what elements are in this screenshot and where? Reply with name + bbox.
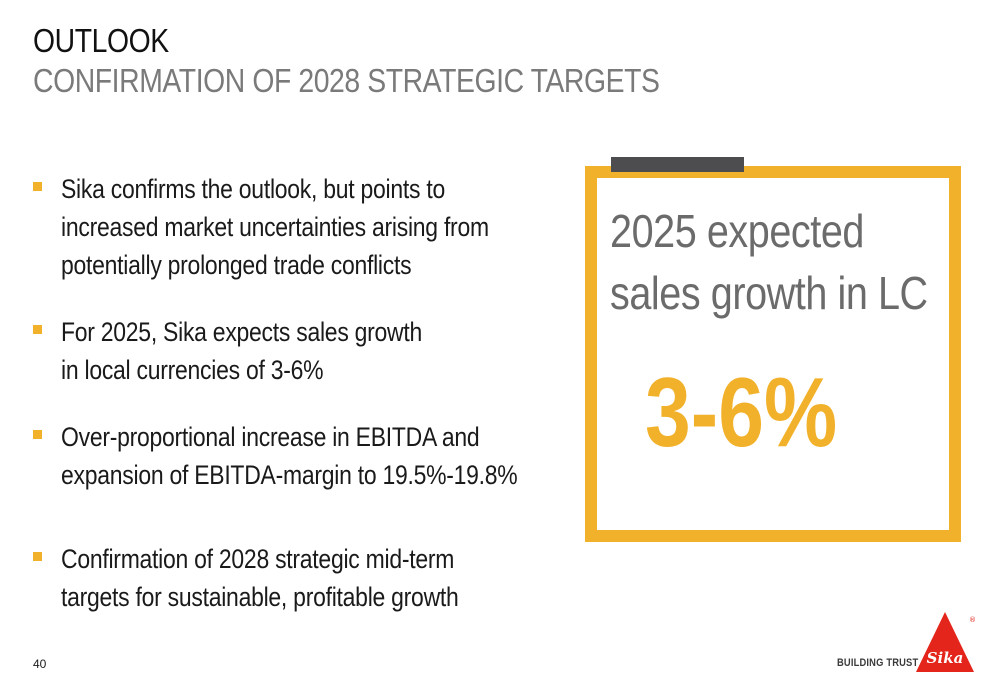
registered-mark: ® bbox=[969, 616, 976, 624]
bullet-text: Over-proportional increase in EBITDA and… bbox=[61, 422, 518, 490]
callout-value: 3-6% bbox=[645, 357, 838, 467]
bullet-marker bbox=[33, 552, 42, 561]
bullet-text: Sika confirms the outlook, but points to… bbox=[61, 174, 489, 280]
bullet-marker bbox=[33, 430, 42, 439]
bullet-text: For 2025, Sika expects sales growth in l… bbox=[61, 317, 423, 385]
callout-tab bbox=[611, 157, 744, 172]
callout-label: 2025 expected sales growth in LC bbox=[610, 205, 928, 319]
footer-tagline: BUILDING TRUST bbox=[837, 657, 919, 669]
slide-title: OUTLOOK bbox=[33, 22, 169, 59]
logo-triangle bbox=[916, 612, 974, 672]
bullet-marker bbox=[33, 325, 42, 334]
logo-text: Sika bbox=[927, 649, 964, 667]
bullet-text: Confirmation of 2028 strategic mid-term … bbox=[61, 544, 459, 612]
sika-logo: Sika ® bbox=[916, 612, 976, 672]
slide-subtitle: CONFIRMATION OF 2028 STRATEGIC TARGETS bbox=[33, 62, 660, 99]
page-number: 40 bbox=[33, 657, 47, 671]
bullet-marker bbox=[33, 182, 42, 191]
